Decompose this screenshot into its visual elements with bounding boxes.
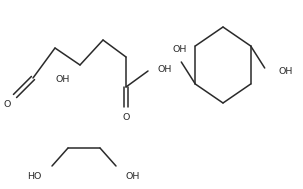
- Text: OH: OH: [126, 172, 140, 181]
- Text: O: O: [122, 113, 130, 122]
- Text: OH: OH: [279, 67, 293, 77]
- Text: OH: OH: [172, 45, 186, 54]
- Text: HO: HO: [28, 172, 42, 181]
- Text: OH: OH: [55, 75, 69, 84]
- Text: OH: OH: [158, 64, 172, 74]
- Text: O: O: [4, 100, 11, 109]
